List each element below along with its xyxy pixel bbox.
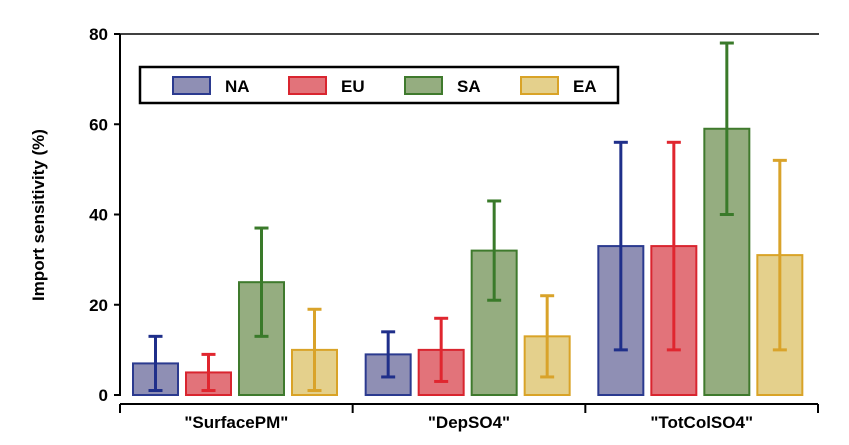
y-tick-label: 20	[89, 296, 108, 315]
y-tick-label: 40	[89, 206, 108, 225]
error-bar-eu	[201, 352, 216, 392]
error-bar-sa	[487, 199, 502, 302]
error-bar-ea	[540, 294, 555, 379]
legend-label-sa: SA	[457, 77, 481, 96]
error-bars	[148, 41, 787, 392]
axes: 0 20 40 60 80 "SurfacePM" "DepSO4" "TotColSO4"	[89, 25, 819, 432]
legend: NA EU SA EA	[138, 65, 620, 105]
bars	[132, 127, 804, 397]
legend-label-eu: EU	[341, 77, 365, 96]
error-bar-ea	[307, 307, 322, 392]
y-tick-label: 80	[89, 25, 108, 44]
legend-swatch-eu	[288, 76, 327, 95]
error-bar-eu	[666, 140, 681, 352]
error-bar-sa	[719, 41, 734, 216]
error-bar-ea	[772, 158, 787, 352]
legend-swatch-ea	[520, 76, 559, 95]
legend-swatch-sa	[404, 76, 443, 95]
y-tick-label: 0	[99, 386, 108, 405]
x-tick-label: "DepSO4"	[428, 413, 510, 432]
legend-label-ea: EA	[573, 77, 597, 96]
x-tick-label: "TotColSO4"	[650, 413, 753, 432]
error-bar-eu	[434, 316, 449, 383]
error-bar-sa	[254, 226, 269, 338]
error-bar-na	[613, 140, 628, 352]
error-bar-na	[148, 334, 163, 392]
y-axis-label: Import sensitivity (%)	[29, 129, 48, 301]
y-tick-label: 60	[89, 115, 108, 134]
error-bar-na	[381, 330, 396, 379]
legend-label-na: NA	[225, 77, 250, 96]
x-tick-label: "SurfacePM"	[184, 413, 288, 432]
legend-swatch-na	[172, 76, 211, 95]
